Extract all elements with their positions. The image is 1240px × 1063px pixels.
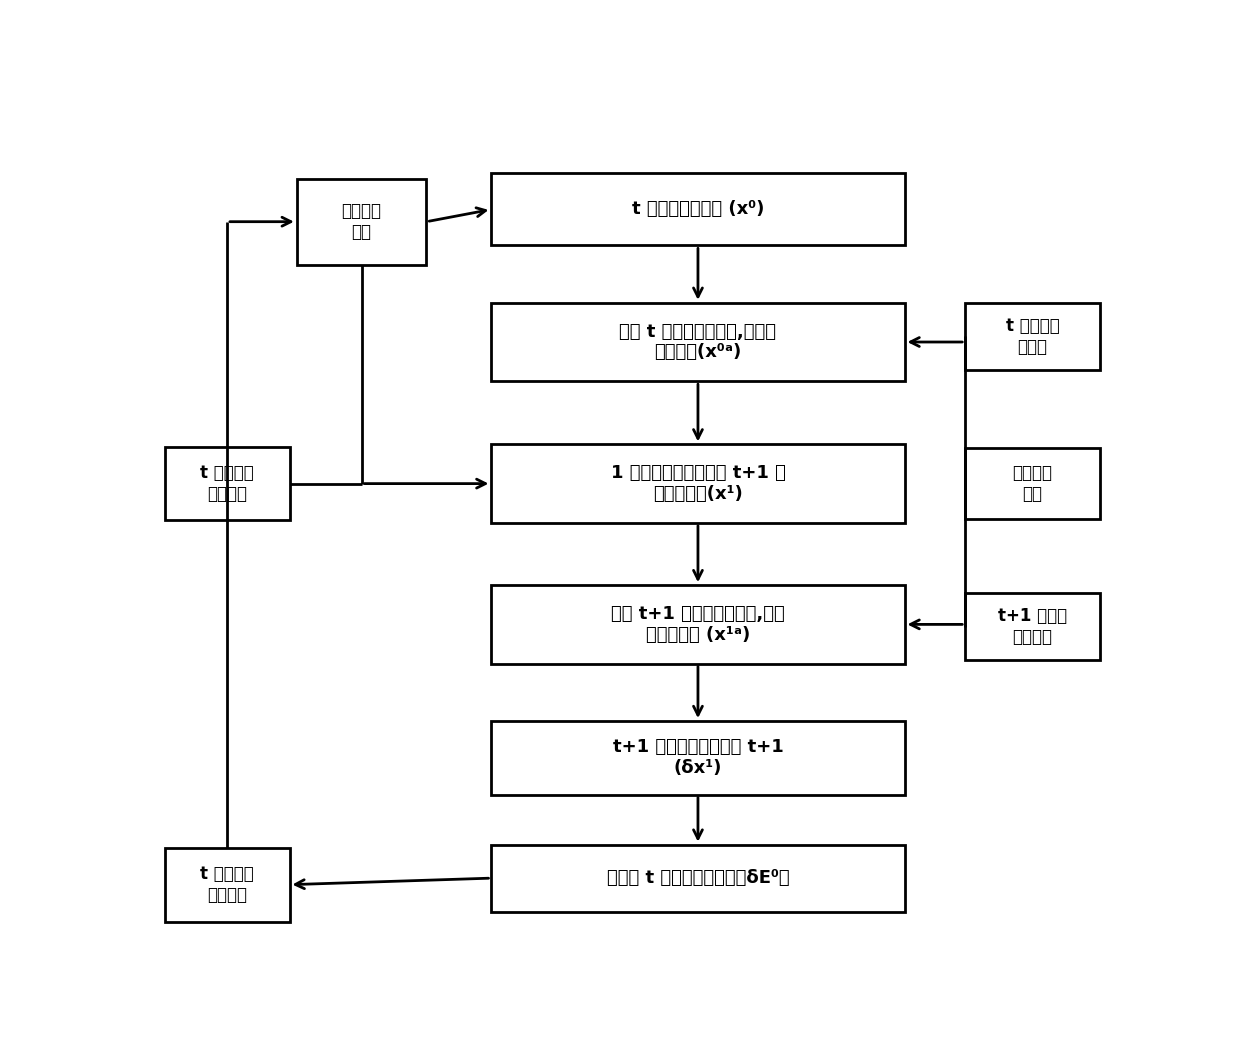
- Text: t 时刻的浓
度观测: t 时刻的浓 度观测: [1006, 317, 1059, 356]
- Bar: [491, 444, 905, 523]
- Text: 转化为 t 时刻排放源误差（δE⁰）: 转化为 t 时刻排放源误差（δE⁰）: [606, 870, 790, 888]
- Bar: [965, 593, 1100, 660]
- Text: t 时刻的先
验排放源: t 时刻的先 验排放源: [200, 465, 254, 503]
- Bar: [165, 446, 289, 521]
- Text: 三维变分
同化: 三维变分 同化: [1012, 465, 1053, 503]
- Bar: [491, 173, 905, 246]
- Text: t+1 时刻的浓度增量场 t+1
(δx¹): t+1 时刻的浓度增量场 t+1 (δx¹): [613, 739, 784, 777]
- Text: t 时刻模式初始场 (x⁰): t 时刻模式初始场 (x⁰): [631, 201, 764, 218]
- Text: t+1 时刻的
浓度观测: t+1 时刻的 浓度观测: [998, 607, 1066, 646]
- Bar: [491, 845, 905, 912]
- Text: 1 小时浓度预报，得到 t+1 时
刻的预报场(x¹): 1 小时浓度预报，得到 t+1 时 刻的预报场(x¹): [610, 465, 785, 503]
- Bar: [965, 303, 1100, 370]
- Bar: [296, 179, 427, 265]
- Bar: [491, 721, 905, 795]
- Text: 同化 t 时刻的观测浓度,得到最
优分析场(x⁰ᵃ): 同化 t 时刻的观测浓度,得到最 优分析场(x⁰ᵃ): [620, 322, 776, 361]
- Text: t 时刻优化
的排放源: t 时刻优化 的排放源: [200, 865, 254, 905]
- Bar: [491, 303, 905, 382]
- Text: 同化 t+1 时刻的观测浓度,得到
最优分析场 (x¹ᵃ): 同化 t+1 时刻的观测浓度,得到 最优分析场 (x¹ᵃ): [611, 605, 785, 644]
- Bar: [491, 585, 905, 663]
- Bar: [965, 449, 1100, 519]
- Text: 大气化学
模式: 大气化学 模式: [341, 202, 382, 241]
- Bar: [165, 848, 289, 922]
